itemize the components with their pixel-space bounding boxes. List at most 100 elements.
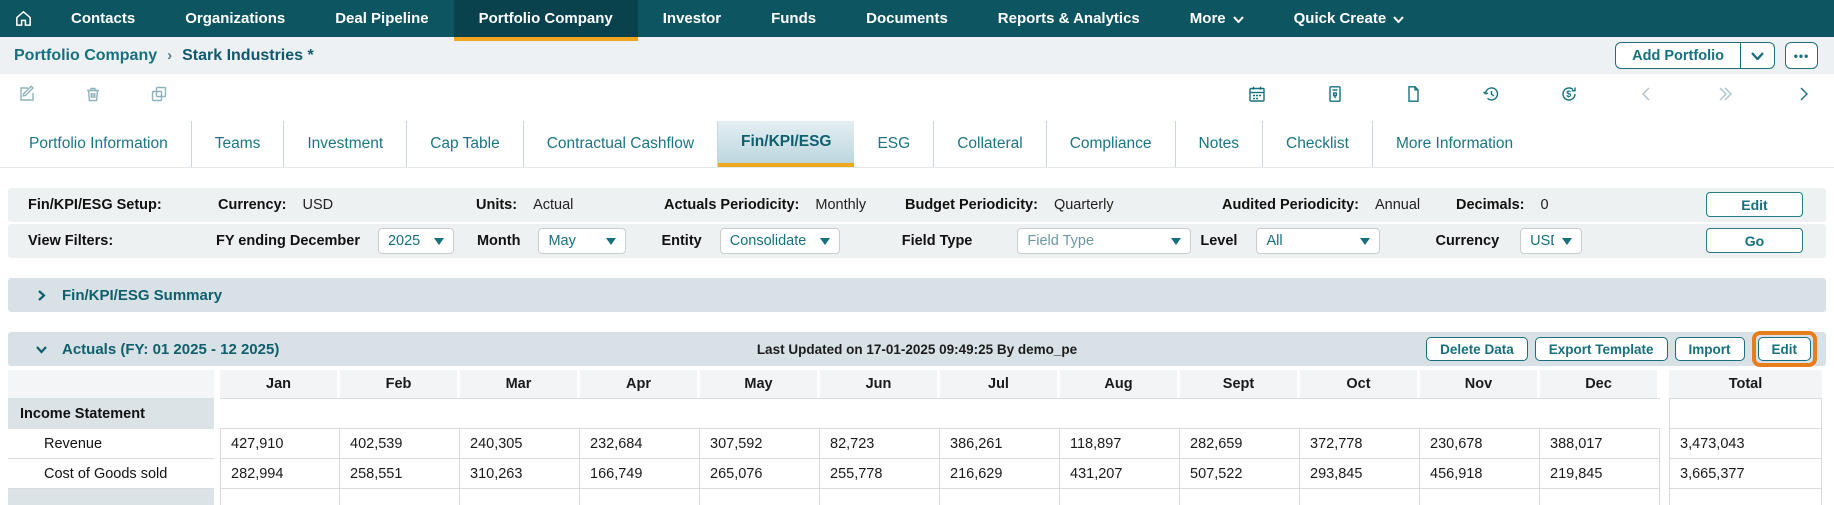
units-value: Actual: [533, 197, 574, 213]
document-icon[interactable]: [1402, 83, 1424, 105]
add-portfolio-button[interactable]: Add Portfolio: [1615, 42, 1775, 69]
nav-item-more[interactable]: More: [1165, 0, 1269, 37]
month-dropdown[interactable]: May: [538, 228, 627, 254]
column-header: Dec: [1540, 370, 1660, 398]
nav-item-funds[interactable]: Funds: [746, 0, 841, 37]
nav-label: Portfolio Company: [478, 10, 613, 27]
top-nav: Contacts Organizations Deal Pipeline Por…: [0, 0, 1834, 41]
export-template-button[interactable]: Export Template: [1534, 337, 1668, 361]
nav-item-investor[interactable]: Investor: [638, 0, 746, 37]
row-label: Cost of Goods sold: [8, 459, 214, 489]
table-cell: [1060, 489, 1180, 505]
tab-notes[interactable]: Notes: [1176, 121, 1264, 167]
fin-kpi-esg-setup-row: Fin/KPI/ESG Setup: Currency: USD Units: Ac…: [8, 188, 1826, 222]
section-empty-cells: [220, 398, 1660, 429]
table-cell: 310,263: [460, 459, 580, 489]
audited-periodicity-value: Annual: [1374, 197, 1421, 213]
breadcrumb-section[interactable]: Portfolio Company: [14, 46, 158, 64]
nav-item-reports-analytics[interactable]: Reports & Analytics: [973, 0, 1165, 37]
chevron-right-icon[interactable]: [1792, 83, 1814, 105]
level-label: Level: [1200, 233, 1238, 249]
delete-data-button[interactable]: Delete Data: [1426, 337, 1528, 361]
section-label: Income Statement: [8, 398, 214, 429]
month-value: May: [548, 233, 576, 249]
chevron-down-icon[interactable]: [1740, 43, 1774, 68]
row-label: Revenue: [8, 429, 214, 459]
filter-currency-value: USD: [1530, 233, 1554, 249]
template-icon[interactable]: [1324, 83, 1346, 105]
tab-investment[interactable]: Investment: [284, 121, 408, 167]
table-cell: 118,897: [1060, 429, 1180, 459]
table-cell: [940, 489, 1060, 505]
delete-record-icon[interactable]: [82, 83, 104, 105]
budget-periodicity-label: Budget Periodicity:: [905, 197, 1038, 213]
level-dropdown[interactable]: All: [1256, 228, 1381, 254]
table-cell: [340, 489, 460, 505]
tab-checklist[interactable]: Checklist: [1263, 121, 1373, 167]
nav-item-deal-pipeline[interactable]: Deal Pipeline: [310, 0, 453, 37]
actuals-buttons: Delete Data Export Template Import Edit: [1426, 331, 1817, 367]
field-type-dropdown[interactable]: Field Type: [1017, 228, 1192, 254]
actuals-edit-button[interactable]: Edit: [1757, 337, 1811, 361]
chevron-right-icon[interactable]: [34, 288, 48, 302]
home-icon[interactable]: [0, 0, 46, 37]
filter-currency-dropdown[interactable]: USD: [1520, 228, 1583, 254]
nav-label: Quick Create: [1293, 10, 1387, 27]
fy-label: FY ending December: [216, 233, 360, 249]
go-button[interactable]: Go: [1706, 228, 1803, 253]
detail-tabs: Portfolio Information Teams Investment C…: [0, 114, 1834, 168]
import-button[interactable]: Import: [1674, 337, 1745, 361]
decimals-label: Decimals:: [1456, 197, 1525, 213]
double-chevron-right-icon[interactable]: [1714, 83, 1736, 105]
total-column-header: Total: [1669, 370, 1822, 398]
view-filters-row: View Filters: FY ending December 2025 Mo…: [8, 224, 1826, 258]
setup-edit-button[interactable]: Edit: [1706, 192, 1803, 217]
fy-year-dropdown[interactable]: 2025: [377, 228, 454, 254]
month-label: Month: [476, 233, 521, 249]
toolbar-left: [16, 83, 170, 105]
nav-item-documents[interactable]: Documents: [841, 0, 973, 37]
nav-label: Deal Pipeline: [335, 10, 429, 27]
row-cells: [220, 489, 1660, 505]
summary-section-bar[interactable]: Fin/KPI/ESG Summary: [8, 278, 1826, 312]
tab-compliance[interactable]: Compliance: [1047, 121, 1176, 167]
caret-down-icon: [1360, 237, 1371, 245]
nav-item-quick-create[interactable]: Quick Create: [1269, 0, 1430, 37]
tab-cap-table[interactable]: Cap Table: [407, 121, 524, 167]
column-header: Aug: [1060, 370, 1180, 398]
tab-collateral[interactable]: Collateral: [934, 121, 1047, 167]
tab-contractual-cashflow[interactable]: Contractual Cashflow: [524, 121, 719, 167]
history-icon[interactable]: [1480, 83, 1502, 105]
tab-portfolio-information[interactable]: Portfolio Information: [6, 121, 192, 167]
chevron-down-icon[interactable]: [34, 342, 48, 356]
table-cell: 427,910: [220, 429, 340, 459]
nav-item-portfolio-company[interactable]: Portfolio Company: [453, 0, 638, 41]
tab-fin-kpi-esg[interactable]: Fin/KPI/ESG: [718, 121, 855, 167]
table-cell: 255,778: [820, 459, 940, 489]
calendar-icon[interactable]: [1246, 83, 1268, 105]
caret-down-icon: [606, 237, 617, 245]
table-cell: [580, 489, 700, 505]
edit-record-icon[interactable]: [16, 83, 38, 105]
nav-label: Organizations: [185, 10, 286, 27]
nav-item-contacts[interactable]: Contacts: [46, 0, 160, 37]
nav-item-organizations[interactable]: Organizations: [160, 0, 310, 37]
caret-down-icon: [1562, 237, 1573, 245]
tab-teams[interactable]: Teams: [192, 121, 285, 167]
more-actions-button[interactable]: •••: [1785, 42, 1818, 69]
column-header: Oct: [1300, 370, 1420, 398]
currency-refresh-icon[interactable]: $: [1558, 83, 1580, 105]
actuals-title: Actuals (FY: 01 2025 - 12 2025): [62, 340, 280, 358]
table-cell: 82,723: [820, 429, 940, 459]
entity-dropdown[interactable]: Consolidate: [719, 228, 840, 254]
column-header: Sept: [1180, 370, 1300, 398]
tab-esg[interactable]: ESG: [854, 121, 935, 167]
audited-periodicity-label: Audited Periodicity:: [1222, 197, 1359, 213]
field-type-value: Field Type: [1027, 233, 1095, 249]
table-cell: 232,684: [580, 429, 700, 459]
row-total-cell: [1669, 489, 1822, 505]
tab-more-information[interactable]: More Information: [1395, 135, 1514, 152]
chevron-left-icon[interactable]: [1636, 83, 1658, 105]
duplicate-record-icon[interactable]: [148, 83, 170, 105]
actuals-table: Jan Feb Mar Apr May Jun Jul Aug Sept Oct…: [8, 370, 1834, 505]
